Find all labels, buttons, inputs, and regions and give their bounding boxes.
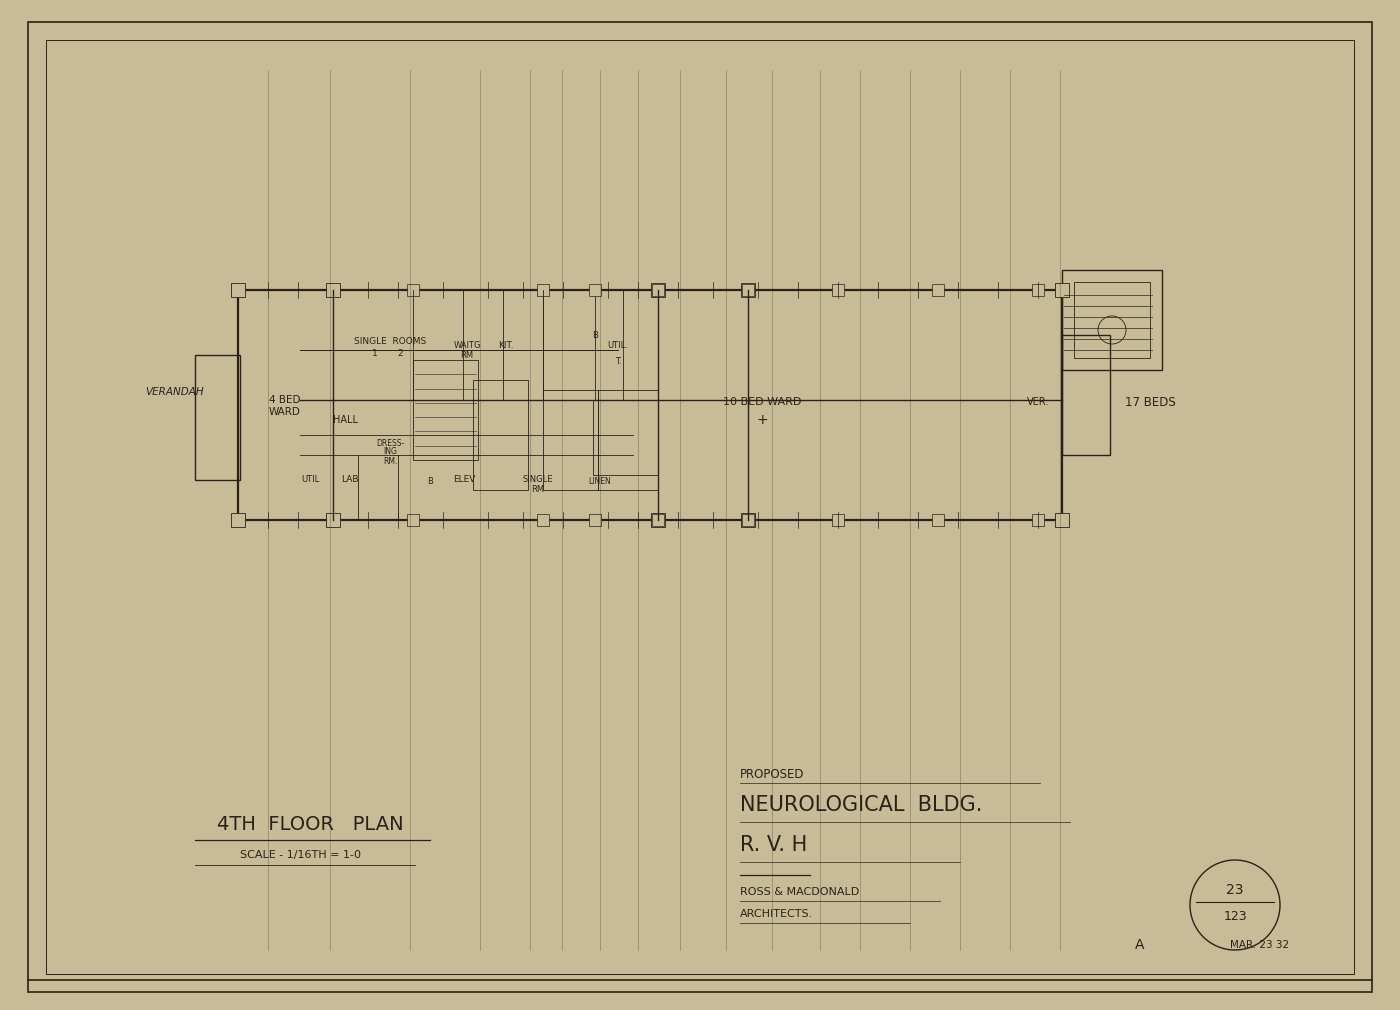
Bar bbox=[195, 355, 239, 480]
Text: RM.: RM. bbox=[382, 457, 398, 466]
Bar bbox=[652, 284, 664, 296]
Bar bbox=[1032, 284, 1044, 296]
Bar bbox=[407, 514, 419, 526]
Bar bbox=[231, 283, 245, 297]
Text: VER.: VER. bbox=[1026, 397, 1049, 407]
Text: R. V. H: R. V. H bbox=[741, 835, 808, 855]
Bar bbox=[741, 513, 755, 527]
Bar bbox=[543, 290, 595, 400]
Text: +: + bbox=[756, 413, 767, 427]
Bar bbox=[594, 400, 658, 475]
Bar bbox=[538, 284, 549, 296]
Bar bbox=[598, 390, 658, 490]
Bar bbox=[413, 360, 477, 460]
Bar bbox=[473, 380, 528, 490]
Text: SCALE - 1/16TH = 1-0: SCALE - 1/16TH = 1-0 bbox=[239, 850, 361, 860]
Bar bbox=[326, 283, 340, 297]
Text: KIT.: KIT. bbox=[498, 340, 514, 349]
Bar bbox=[742, 284, 755, 296]
Text: NEUROLOGICAL  BLDG.: NEUROLOGICAL BLDG. bbox=[741, 795, 983, 815]
Text: A: A bbox=[1135, 938, 1145, 952]
Text: ROSS & MACDONALD: ROSS & MACDONALD bbox=[741, 887, 860, 897]
Text: RM: RM bbox=[461, 350, 473, 360]
Text: 123: 123 bbox=[1224, 910, 1247, 923]
Bar bbox=[1056, 283, 1070, 297]
Text: WARD: WARD bbox=[269, 407, 301, 417]
Text: WAITG: WAITG bbox=[454, 340, 480, 349]
Text: ING: ING bbox=[384, 447, 398, 457]
Text: VERANDAH: VERANDAH bbox=[146, 387, 204, 397]
Text: 23: 23 bbox=[1226, 883, 1243, 897]
Text: T.: T. bbox=[615, 358, 622, 367]
Text: 4 BED: 4 BED bbox=[269, 395, 301, 405]
Text: DRESS-: DRESS- bbox=[375, 438, 405, 447]
Bar bbox=[238, 290, 1063, 520]
Bar bbox=[538, 514, 549, 526]
Text: B: B bbox=[592, 330, 598, 339]
Bar bbox=[543, 390, 598, 490]
Text: HALL: HALL bbox=[333, 415, 357, 425]
Text: ELEV: ELEV bbox=[452, 476, 475, 485]
Text: UTIL: UTIL bbox=[301, 476, 319, 485]
Bar bbox=[742, 514, 755, 526]
Bar bbox=[1063, 335, 1110, 454]
Text: 1: 1 bbox=[372, 348, 378, 358]
Bar bbox=[589, 514, 601, 526]
Bar bbox=[231, 513, 245, 527]
Text: 10 BED WARD: 10 BED WARD bbox=[722, 397, 801, 407]
Text: SINGLE  ROOMS: SINGLE ROOMS bbox=[354, 337, 426, 346]
Bar bbox=[932, 514, 944, 526]
Text: PROPOSED: PROPOSED bbox=[741, 769, 805, 782]
Bar bbox=[651, 283, 665, 297]
Text: 17 BEDS: 17 BEDS bbox=[1124, 396, 1176, 408]
Text: LINEN: LINEN bbox=[588, 478, 612, 487]
Text: 4TH  FLOOR   PLAN: 4TH FLOOR PLAN bbox=[217, 815, 403, 834]
Bar bbox=[832, 284, 844, 296]
Text: SINGLE: SINGLE bbox=[522, 476, 553, 485]
Bar bbox=[651, 513, 665, 527]
Bar bbox=[1056, 513, 1070, 527]
Text: 2: 2 bbox=[398, 348, 403, 358]
Bar bbox=[1074, 282, 1149, 358]
Bar bbox=[652, 514, 664, 526]
Bar bbox=[407, 284, 419, 296]
Bar bbox=[741, 283, 755, 297]
Text: RM: RM bbox=[532, 486, 545, 495]
Text: UTIL.: UTIL. bbox=[608, 340, 629, 349]
Bar bbox=[589, 284, 601, 296]
Bar bbox=[1032, 514, 1044, 526]
Text: ARCHITECTS.: ARCHITECTS. bbox=[741, 909, 813, 919]
Bar bbox=[1063, 270, 1162, 370]
Bar bbox=[326, 513, 340, 527]
Bar bbox=[932, 284, 944, 296]
Bar bbox=[832, 514, 844, 526]
Text: LAB: LAB bbox=[342, 476, 358, 485]
Text: MAR. 23 32: MAR. 23 32 bbox=[1231, 940, 1289, 950]
Text: B: B bbox=[427, 478, 433, 487]
